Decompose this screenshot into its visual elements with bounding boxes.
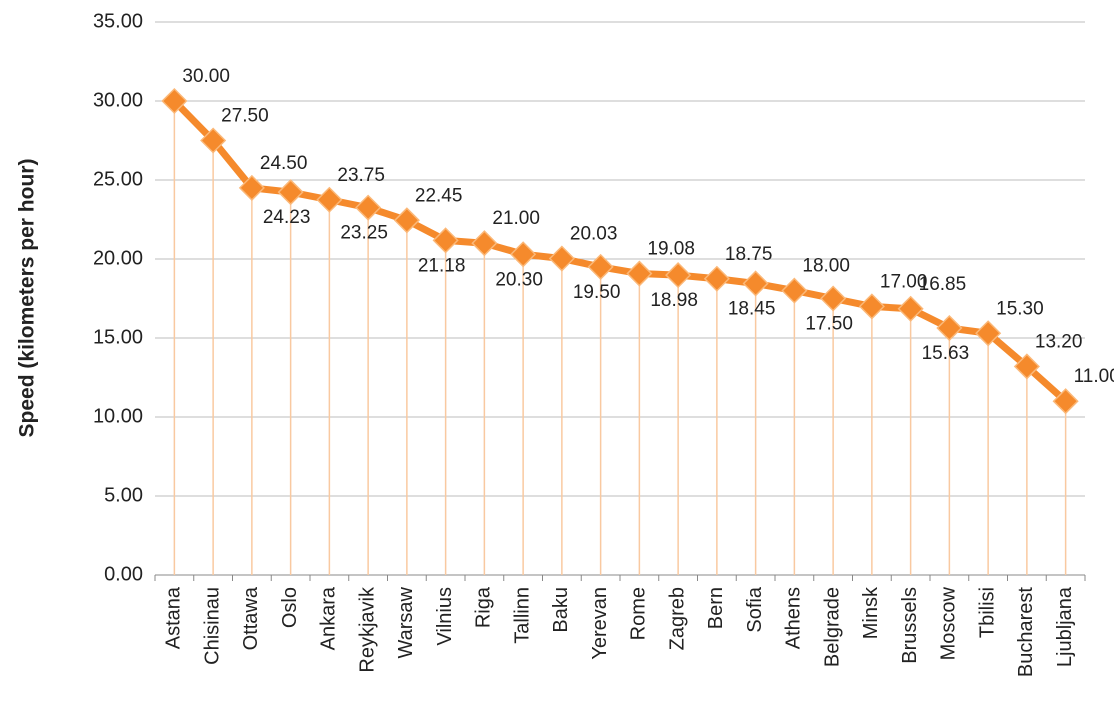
marker bbox=[1052, 388, 1079, 415]
x-tick-label: Reykjavik bbox=[356, 586, 378, 673]
data-label: 24.23 bbox=[263, 207, 311, 228]
data-label: 23.25 bbox=[340, 223, 388, 244]
marker bbox=[665, 262, 692, 289]
data-label: 18.00 bbox=[802, 256, 850, 277]
marker bbox=[200, 127, 227, 154]
y-tick-label: 0.00 bbox=[104, 563, 143, 585]
y-tick-label: 20.00 bbox=[93, 247, 143, 269]
marker bbox=[936, 314, 963, 342]
marker bbox=[626, 260, 653, 287]
data-label: 17.50 bbox=[805, 314, 853, 335]
data-label: 23.75 bbox=[337, 165, 385, 186]
x-tick-label: Belgrade bbox=[821, 587, 843, 667]
data-label: 24.50 bbox=[260, 153, 308, 174]
x-tick-label: Yerevan bbox=[589, 587, 611, 660]
marker bbox=[161, 87, 188, 115]
marker bbox=[742, 270, 769, 297]
marker bbox=[548, 245, 575, 272]
x-tick-label: Minsk bbox=[860, 586, 882, 639]
marker bbox=[393, 207, 420, 234]
x-tick-label: Ottawa bbox=[240, 586, 262, 650]
data-label: 20.30 bbox=[495, 269, 543, 290]
y-axis-title: Speed (kilometers per hour) bbox=[16, 159, 39, 438]
x-tick-label: Ljubljana bbox=[1054, 586, 1076, 667]
marker bbox=[510, 241, 537, 268]
data-label: 18.75 bbox=[725, 244, 773, 265]
data-label: 11.00 bbox=[1074, 366, 1114, 387]
y-tick-label: 15.00 bbox=[93, 326, 143, 348]
marker bbox=[316, 186, 343, 213]
marker bbox=[238, 174, 265, 201]
data-label: 22.45 bbox=[415, 185, 463, 206]
x-tick-label: Zagreb bbox=[666, 587, 688, 650]
marker bbox=[355, 194, 382, 221]
data-label: 17.00 bbox=[880, 271, 928, 292]
x-tick-label: Vilnius bbox=[434, 587, 456, 646]
marker bbox=[858, 293, 885, 320]
x-tick-label: Sofia bbox=[744, 586, 766, 632]
x-tick-label: Rome bbox=[628, 587, 650, 640]
marker bbox=[781, 277, 808, 304]
data-label: 19.50 bbox=[573, 282, 621, 303]
x-tick-label: Oslo bbox=[279, 587, 301, 628]
data-label: 13.20 bbox=[1035, 331, 1083, 352]
x-tick-label: Warsaw bbox=[395, 586, 417, 658]
x-tick-label: Chisinau bbox=[201, 587, 223, 665]
x-tick-label: Riga bbox=[473, 586, 495, 628]
data-label: 15.63 bbox=[922, 343, 970, 364]
y-tick-label: 5.00 bbox=[104, 484, 143, 506]
x-tick-label: Athens bbox=[783, 587, 805, 649]
x-tick-label: Moscow bbox=[938, 586, 960, 660]
data-label: 20.03 bbox=[570, 224, 618, 245]
y-tick-label: 30.00 bbox=[93, 89, 143, 111]
data-label: 30.00 bbox=[182, 66, 230, 87]
marker bbox=[432, 227, 459, 254]
data-label: 16.85 bbox=[919, 274, 967, 295]
x-tick-label: Bucharest bbox=[1015, 587, 1037, 677]
data-label: 19.08 bbox=[647, 239, 695, 260]
data-label: 21.18 bbox=[418, 255, 466, 276]
x-tick-label: Baku bbox=[550, 587, 572, 633]
x-tick-label: Tallinn bbox=[511, 587, 533, 644]
data-label: 21.00 bbox=[492, 208, 540, 229]
marker bbox=[897, 295, 924, 322]
x-tick-label: Brussels bbox=[899, 587, 921, 664]
data-label: 18.45 bbox=[728, 299, 776, 320]
data-label: 27.50 bbox=[221, 106, 269, 127]
marker bbox=[471, 230, 498, 257]
marker bbox=[277, 179, 304, 206]
y-tick-label: 10.00 bbox=[93, 405, 143, 427]
x-tick-label: Bern bbox=[705, 587, 727, 629]
x-tick-label: Tbilisi bbox=[976, 587, 998, 638]
y-tick-label: 35.00 bbox=[93, 10, 143, 32]
data-label: 18.98 bbox=[650, 290, 698, 311]
marker bbox=[703, 265, 730, 292]
x-tick-label: Ankara bbox=[318, 586, 340, 650]
marker bbox=[587, 253, 614, 280]
marker bbox=[1013, 353, 1040, 380]
x-tick-label: Astana bbox=[163, 586, 185, 649]
data-label: 15.30 bbox=[996, 298, 1044, 319]
marker bbox=[820, 285, 847, 312]
y-tick-label: 25.00 bbox=[93, 168, 143, 190]
marker bbox=[975, 320, 1002, 347]
